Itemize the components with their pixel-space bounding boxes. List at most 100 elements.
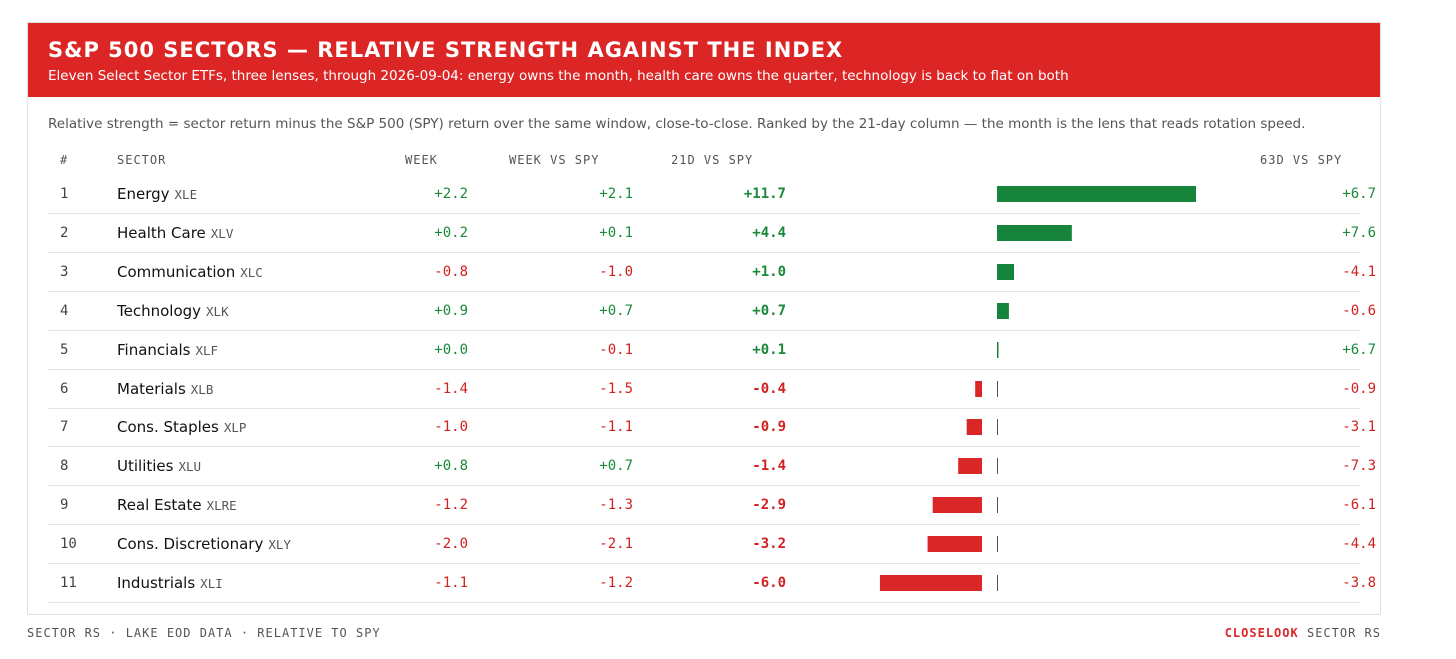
bar-positive bbox=[997, 341, 999, 358]
rank-cell: 11 bbox=[60, 575, 77, 591]
sector-name: Technology bbox=[117, 301, 202, 320]
d63-vs-spy-cell: -4.1 bbox=[1342, 263, 1376, 280]
sector-cell: Communication XLC bbox=[117, 253, 263, 291]
rank-cell: 4 bbox=[60, 302, 69, 319]
bar-chart-cell bbox=[927, 536, 998, 553]
methodology-note: Relative strength = sector return minus … bbox=[48, 116, 1306, 132]
d63-vs-spy-cell: +6.7 bbox=[1342, 186, 1376, 202]
bar-positive bbox=[997, 302, 1009, 319]
brand-suffix: SECTOR RS bbox=[1306, 626, 1381, 640]
sector-ticker: XLU bbox=[178, 459, 202, 475]
rank-cell: 2 bbox=[60, 224, 69, 241]
sector-ticker: XLI bbox=[200, 576, 223, 591]
chart-title: S&P 500 SECTORS — RELATIVE STRENGTH AGAI… bbox=[48, 38, 844, 62]
sector-name: Energy bbox=[117, 185, 170, 203]
sector-ticker: XLY bbox=[268, 537, 291, 553]
sector-cell: Materials XLB bbox=[117, 370, 213, 408]
table-row: 7 Cons. Staples XLP -1.0 -1.1 -0.9 -3.1 bbox=[48, 408, 1376, 448]
bar-positive bbox=[997, 224, 1072, 241]
sector-ticker: XLK bbox=[206, 303, 229, 319]
d63-vs-spy-cell: -7.3 bbox=[1342, 458, 1376, 475]
week-vs-spy-cell: -0.1 bbox=[599, 341, 633, 358]
bar-chart-cell bbox=[966, 419, 998, 436]
sector-name: Industrials bbox=[117, 574, 196, 592]
sector-name: Cons. Discretionary bbox=[117, 535, 264, 554]
week-cell: -1.4 bbox=[434, 380, 468, 397]
rank-cell: 5 bbox=[60, 341, 69, 358]
sector-cell: Cons. Staples XLP bbox=[117, 408, 246, 446]
week-vs-spy-cell: +0.1 bbox=[599, 224, 633, 241]
d21-vs-spy-cell: +0.1 bbox=[752, 341, 786, 358]
week-cell: -1.0 bbox=[434, 419, 468, 436]
bar-negative bbox=[958, 458, 982, 475]
zero-line bbox=[997, 536, 998, 553]
d63-vs-spy-cell: -3.1 bbox=[1342, 419, 1376, 436]
bar-chart-cell bbox=[997, 302, 1009, 319]
column-header-rank: # bbox=[60, 153, 69, 167]
sector-ticker: XLB bbox=[190, 381, 214, 397]
d21-vs-spy-cell: +11.7 bbox=[743, 186, 786, 202]
week-vs-spy-cell: -1.5 bbox=[599, 380, 633, 397]
sector-cell: Financials XLF bbox=[117, 331, 218, 369]
sector-name: Communication bbox=[117, 262, 236, 281]
d63-vs-spy-cell: -0.9 bbox=[1342, 380, 1376, 397]
zero-line bbox=[997, 575, 998, 591]
sector-ticker: XLRE bbox=[206, 498, 237, 514]
chart-subtitle: Eleven Select Sector ETFs, three lenses,… bbox=[48, 68, 1069, 84]
rank-cell: 10 bbox=[60, 536, 77, 553]
week-vs-spy-cell: +2.1 bbox=[599, 186, 633, 202]
sector-cell: Energy XLE bbox=[117, 175, 197, 213]
rank-cell: 3 bbox=[60, 263, 69, 280]
column-header-63d-vs-spy: 63D VS SPY bbox=[1260, 153, 1343, 167]
table-row: 6 Materials XLB -1.4 -1.5 -0.4 -0.9 bbox=[48, 370, 1376, 409]
rank-cell: 7 bbox=[60, 419, 69, 436]
d21-vs-spy-cell: +0.7 bbox=[752, 302, 786, 319]
sector-cell: Health Care XLV bbox=[117, 214, 233, 252]
d21-vs-spy-cell: +1.0 bbox=[752, 263, 786, 280]
week-vs-spy-cell: +0.7 bbox=[599, 458, 633, 475]
week-vs-spy-cell: -2.1 bbox=[599, 536, 633, 553]
week-cell: +2.2 bbox=[434, 186, 468, 202]
week-vs-spy-cell: -1.0 bbox=[599, 263, 633, 280]
sector-cell: Real Estate XLRE bbox=[117, 486, 237, 524]
zero-line bbox=[997, 419, 998, 436]
rank-cell: 6 bbox=[60, 380, 69, 397]
column-header-week-vs-spy: WEEK VS SPY bbox=[509, 153, 600, 167]
d21-vs-spy-cell: -0.9 bbox=[752, 419, 786, 436]
column-header-sector: SECTOR bbox=[117, 153, 167, 167]
bar-negative bbox=[975, 380, 982, 397]
sector-cell: Technology XLK bbox=[117, 292, 229, 330]
week-vs-spy-cell: -1.2 bbox=[599, 575, 633, 591]
zero-line bbox=[997, 497, 998, 514]
week-vs-spy-cell: +0.7 bbox=[599, 302, 633, 319]
bar-chart-cell bbox=[997, 186, 1196, 202]
week-cell: -1.2 bbox=[434, 497, 468, 514]
column-header-week: WEEK bbox=[405, 153, 438, 167]
week-cell: +0.2 bbox=[434, 224, 468, 241]
bar-negative bbox=[932, 497, 982, 514]
bar-chart-cell bbox=[879, 575, 998, 591]
bar-chart-cell bbox=[997, 224, 1072, 241]
bar-negative bbox=[927, 536, 982, 553]
footer-source: SECTOR RS · LAKE EOD DATA · RELATIVE TO … bbox=[27, 626, 381, 640]
chart-card: S&P 500 SECTORS — RELATIVE STRENGTH AGAI… bbox=[27, 22, 1381, 615]
bar-chart-cell bbox=[997, 341, 999, 358]
sector-ticker: XLE bbox=[174, 187, 198, 202]
table-row: 4 Technology XLK +0.9 +0.7 +0.7 -0.6 bbox=[48, 292, 1376, 331]
sector-name: Utilities bbox=[117, 457, 174, 476]
sector-ticker: XLV bbox=[210, 225, 234, 241]
rank-cell: 9 bbox=[60, 497, 69, 514]
rank-cell: 1 bbox=[60, 186, 69, 202]
week-cell: -1.1 bbox=[434, 575, 468, 591]
bar-negative bbox=[879, 575, 982, 591]
zero-line bbox=[997, 458, 998, 475]
d21-vs-spy-cell: -2.9 bbox=[752, 497, 786, 514]
week-cell: +0.8 bbox=[434, 458, 468, 475]
footer-brand: CLOSELOOK SECTOR RS bbox=[1225, 626, 1381, 640]
table-row: 1 Energy XLE +2.2 +2.1 +11.7 +6.7 bbox=[48, 175, 1376, 214]
table-row: 2 Health Care XLV +0.2 +0.1 +4.4 +7.6 bbox=[48, 214, 1376, 253]
title-banner: S&P 500 SECTORS — RELATIVE STRENGTH AGAI… bbox=[28, 23, 1380, 97]
sector-cell: Industrials XLI bbox=[117, 564, 223, 602]
week-cell: +0.9 bbox=[434, 302, 468, 319]
week-vs-spy-cell: -1.1 bbox=[599, 419, 633, 436]
